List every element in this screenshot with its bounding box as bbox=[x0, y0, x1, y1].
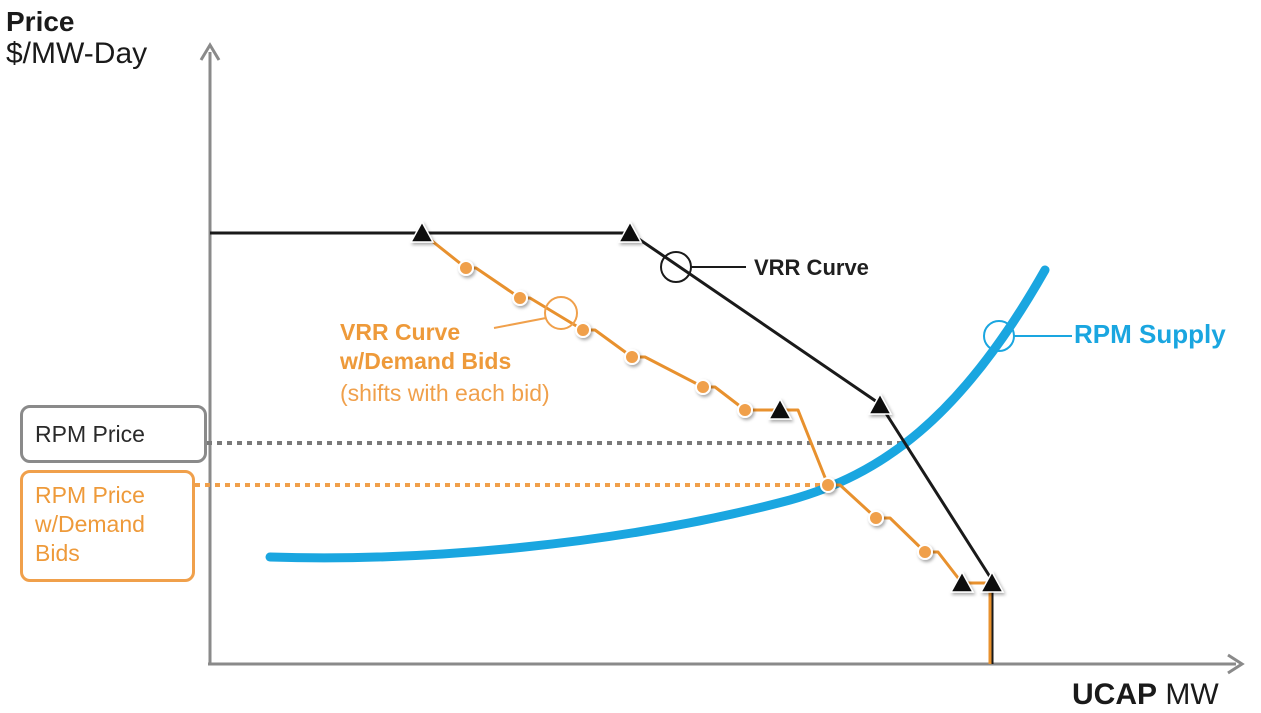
rpm-supply-curve bbox=[265, 265, 1050, 563]
rpm-price-label: RPM Price bbox=[35, 421, 145, 447]
bid-point-dot bbox=[868, 510, 884, 526]
bid-point-dot bbox=[624, 349, 640, 365]
vrr-vertex-triangle bbox=[617, 220, 643, 243]
y-axis-title: Price bbox=[6, 6, 75, 37]
rpm-price-demand-bids-box: RPM Price w/Demand Bids bbox=[20, 470, 195, 582]
vrr-curve-label: VRR Curve bbox=[754, 255, 869, 280]
vrr-demand-bids-note: (shifts with each bid) bbox=[340, 380, 550, 406]
bid-point-dot bbox=[512, 290, 528, 306]
callout-leader bbox=[493, 317, 547, 329]
vrr-curve-callout bbox=[660, 251, 746, 283]
x-axis-label: UCAP MW bbox=[1072, 678, 1219, 713]
bid-point-dot bbox=[737, 402, 753, 418]
bid-points bbox=[458, 260, 933, 560]
vrr-vertex-triangle bbox=[767, 397, 793, 420]
vrr-vertices bbox=[409, 220, 1005, 593]
callout-circle-icon bbox=[660, 251, 692, 283]
axes bbox=[199, 42, 1245, 675]
x-axis-unit: MW bbox=[1165, 678, 1219, 711]
rpm-supply-label: RPM Supply bbox=[1074, 319, 1226, 349]
rpm-price-demand-bids-label: RPM Price w/Demand Bids bbox=[35, 482, 145, 566]
rpm-supply-callout bbox=[983, 320, 1072, 352]
x-axis-title: UCAP bbox=[1072, 678, 1158, 711]
y-axis-arrow bbox=[199, 42, 221, 61]
bid-point-dot bbox=[575, 322, 591, 338]
bid-point-dot bbox=[695, 379, 711, 395]
vrr-vertex-triangle bbox=[867, 392, 893, 415]
x-axis-arrow bbox=[1227, 653, 1245, 675]
bid-point-dot bbox=[917, 544, 933, 560]
vrr-curve bbox=[210, 231, 994, 664]
rpm-price-box: RPM Price bbox=[20, 405, 207, 463]
vrr-demand-bids-label: VRR Curve w/Demand Bids bbox=[340, 319, 512, 374]
callout-circle-icon bbox=[544, 296, 578, 330]
bid-point-dot bbox=[458, 260, 474, 276]
demand-bids-callout bbox=[493, 296, 578, 330]
vrr-vertex-triangle bbox=[949, 570, 975, 593]
vrr-vertex-triangle bbox=[979, 570, 1005, 593]
y-axis-unit: $/MW-Day bbox=[6, 37, 148, 70]
bid-point-dot bbox=[820, 477, 836, 493]
vrr-vertex-triangle bbox=[409, 220, 435, 243]
